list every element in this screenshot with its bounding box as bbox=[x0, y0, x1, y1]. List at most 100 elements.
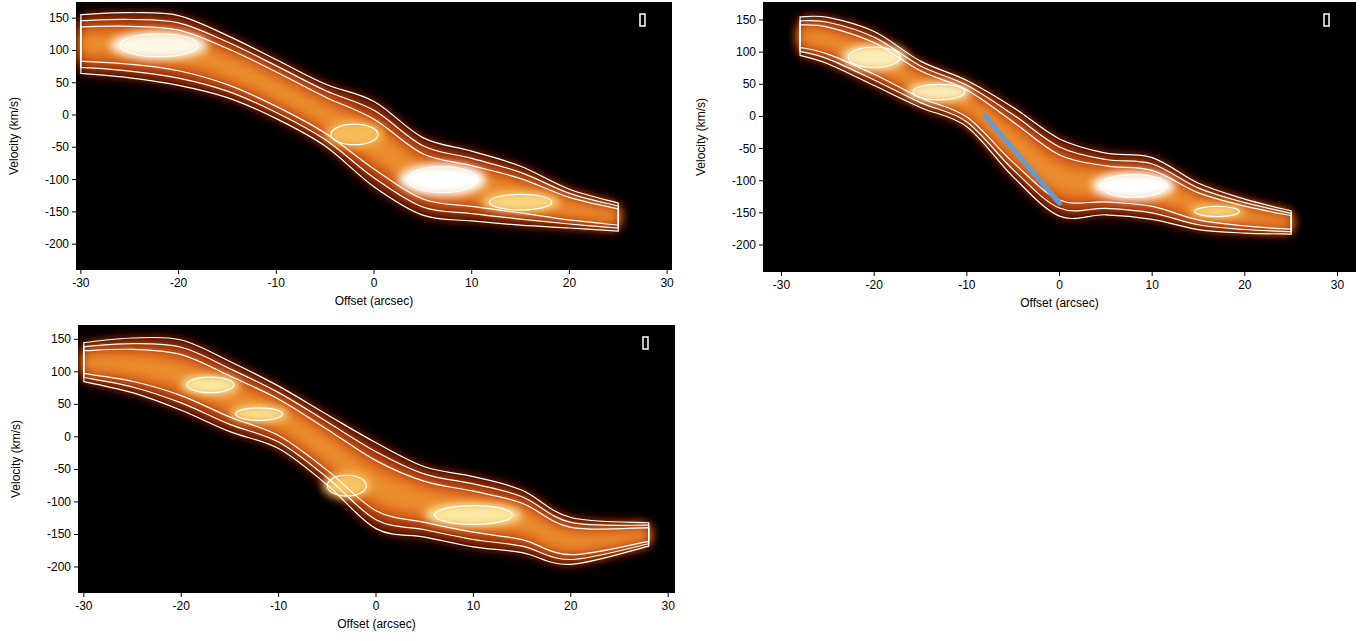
plot-area bbox=[76, 2, 672, 270]
y-tick-label: -150 bbox=[45, 205, 69, 219]
y-tick bbox=[74, 371, 78, 372]
peak-contour bbox=[327, 475, 366, 496]
x-tick bbox=[473, 593, 474, 597]
x-tick-label: 20 bbox=[564, 599, 578, 613]
y-tick bbox=[759, 52, 763, 53]
x-axis-title: Offset (arcsec) bbox=[335, 294, 413, 308]
contour bbox=[81, 13, 618, 231]
annotation-line bbox=[985, 116, 1059, 203]
plot-content bbox=[84, 336, 649, 565]
y-tick bbox=[759, 84, 763, 85]
y-tick-label: -200 bbox=[47, 560, 71, 574]
plot-content bbox=[800, 15, 1291, 234]
emission-peak bbox=[1189, 205, 1245, 218]
x-tick-label: -10 bbox=[270, 599, 288, 613]
y-tick bbox=[759, 20, 763, 21]
x-tick-label: -20 bbox=[170, 276, 188, 290]
y-tick-label: 150 bbox=[51, 332, 71, 346]
x-tick-label: -20 bbox=[173, 599, 191, 613]
peak-contour bbox=[434, 506, 512, 525]
peak-contour bbox=[187, 377, 234, 393]
y-tick-label: -100 bbox=[47, 495, 71, 509]
x-tick bbox=[874, 272, 875, 276]
y-tick-label: 150 bbox=[49, 11, 69, 25]
x-tick-label: 10 bbox=[465, 276, 479, 290]
x-tick-label: 30 bbox=[1331, 278, 1345, 292]
x-tick-label: 20 bbox=[1238, 278, 1252, 292]
y-tick bbox=[759, 245, 763, 246]
x-axis-title: Offset (arcsec) bbox=[1020, 296, 1098, 310]
plot-content bbox=[81, 11, 618, 231]
panel: -30-20-100102030-200-150-100-50050100150… bbox=[9, 325, 675, 631]
panel: -30-20-100102030-200-150-100-50050100150… bbox=[694, 2, 1356, 310]
emission bbox=[800, 29, 1291, 227]
y-tick bbox=[74, 469, 78, 470]
y-tick-label: 150 bbox=[736, 13, 756, 27]
emission-peak bbox=[230, 406, 288, 422]
contour bbox=[84, 337, 649, 564]
y-tick-label: -150 bbox=[732, 206, 756, 220]
x-tick bbox=[374, 270, 375, 274]
y-tick bbox=[74, 436, 78, 437]
emission-peak bbox=[398, 163, 486, 195]
y-axis-title: Velocity (km/s) bbox=[7, 97, 21, 175]
x-tick-label: 0 bbox=[371, 276, 378, 290]
y-tick-label: -100 bbox=[45, 173, 69, 187]
plot-area bbox=[763, 2, 1356, 272]
plot-area bbox=[78, 325, 675, 593]
y-tick bbox=[74, 534, 78, 535]
x-tick bbox=[668, 593, 669, 597]
x-tick-label: 30 bbox=[662, 599, 676, 613]
y-tick-label: -200 bbox=[45, 237, 69, 251]
y-tick bbox=[759, 180, 763, 181]
y-tick-label: 0 bbox=[62, 108, 69, 122]
emission bbox=[81, 11, 618, 231]
peak-contour bbox=[1100, 175, 1167, 198]
emission-peak bbox=[842, 44, 907, 70]
y-tick-label: -50 bbox=[739, 142, 757, 156]
y-tick bbox=[72, 50, 76, 51]
x-tick-label: 20 bbox=[563, 276, 577, 290]
contour bbox=[81, 26, 618, 225]
y-tick-label: -200 bbox=[732, 238, 756, 252]
y-tick bbox=[74, 566, 78, 567]
x-tick bbox=[178, 270, 179, 274]
y-tick bbox=[759, 148, 763, 149]
emission bbox=[84, 348, 649, 555]
y-tick bbox=[74, 339, 78, 340]
emission bbox=[81, 33, 618, 223]
contour bbox=[800, 25, 1291, 229]
y-tick-label: 100 bbox=[49, 43, 69, 57]
x-tick-label: -10 bbox=[958, 278, 976, 292]
x-tick-label: -20 bbox=[866, 278, 884, 292]
x-tick bbox=[83, 593, 84, 597]
y-tick bbox=[759, 212, 763, 213]
y-tick-label: 0 bbox=[64, 430, 71, 444]
contour bbox=[84, 349, 649, 554]
emission bbox=[84, 342, 649, 560]
x-tick-label: 0 bbox=[373, 599, 380, 613]
x-tick bbox=[1152, 272, 1153, 276]
beam bbox=[643, 337, 648, 349]
x-tick bbox=[667, 270, 668, 274]
peak-contour bbox=[120, 34, 198, 57]
y-axis-title: Velocity (km/s) bbox=[9, 420, 23, 498]
x-tick bbox=[1244, 272, 1245, 276]
x-tick bbox=[570, 593, 571, 597]
x-tick-label: -10 bbox=[268, 276, 286, 290]
peak-contour bbox=[489, 194, 552, 209]
panel: -30-20-100102030-200-150-100-50050100150… bbox=[7, 2, 674, 308]
contour bbox=[800, 16, 1291, 234]
y-tick bbox=[72, 179, 76, 180]
y-tick-label: 50 bbox=[58, 397, 72, 411]
y-tick bbox=[72, 82, 76, 83]
y-tick bbox=[759, 116, 763, 117]
x-tick-label: 30 bbox=[660, 276, 674, 290]
peak-contour bbox=[236, 408, 283, 420]
contour bbox=[800, 21, 1291, 232]
contour bbox=[84, 344, 649, 560]
y-tick bbox=[72, 18, 76, 19]
x-tick bbox=[569, 270, 570, 274]
emission bbox=[800, 20, 1291, 232]
emission bbox=[84, 336, 649, 565]
